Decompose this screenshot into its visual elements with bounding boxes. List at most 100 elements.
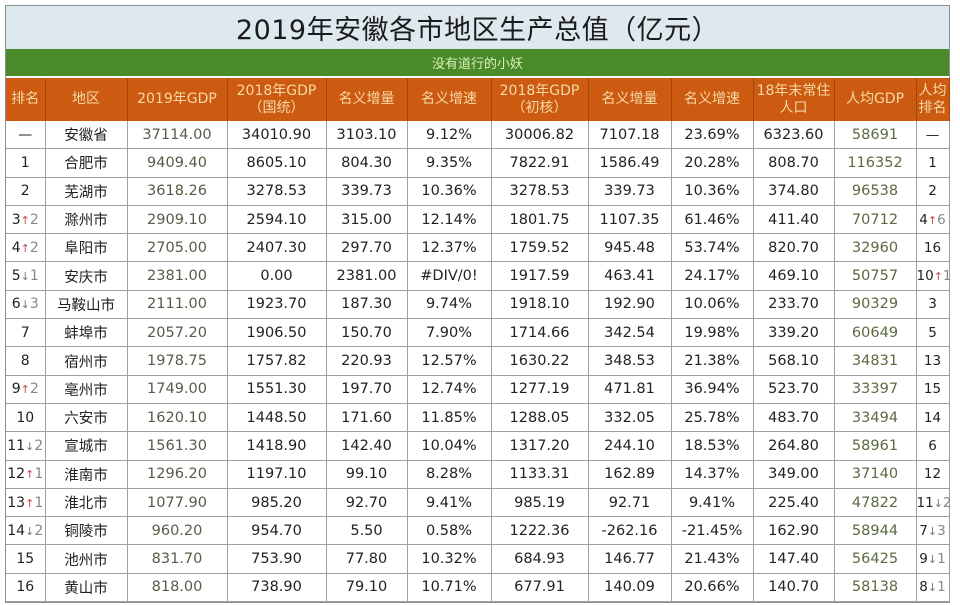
header-col-per-capita-gdp[interactable]: 人均GDP [834,78,917,121]
per-capita-rank-cell: 8↓1 [916,573,950,603]
header-col-gdp-2018-nbs[interactable]: 2018年GDP （国统） [227,78,327,121]
rank-cell: 1 [6,148,46,178]
region-cell: 合肥市 [45,148,128,178]
table-row[interactable]: 13↑1 淮北市 1077.90 985.20 92.70 9.41% 985.19 92.7… [6,488,952,518]
increase-1-cell: 77.80 [326,544,408,574]
region-cell: 安庆市 [45,261,128,291]
growth-1-cell: 12.37% [407,233,492,263]
table-row[interactable]: 9↑2 亳州市 1749.00 1551.30 197.70 12.74% 1277.19 4… [6,375,950,404]
increase-2-cell: 1107.35 [588,205,672,235]
rank-value: 13 [923,353,942,370]
header-col-population[interactable]: 18年末常住 人口 [753,78,835,121]
region-cell: 黄山市 [45,573,128,603]
header-col-increase-2[interactable]: 名义增量 [588,78,672,121]
per-capita-rank-cell: 16 [916,233,950,263]
header-col-rank[interactable]: 排名 [6,78,46,121]
table-row[interactable]: 10 六安市 1620.10 1448.50 171.60 11.85% 1288.05 33… [6,403,950,433]
growth-2-cell: 24.17% [671,261,754,291]
per-capita-rank-cell: 10↑1 [916,261,952,291]
rank-change: 2 [29,381,39,398]
population-cell: 483.70 [753,403,835,433]
header-col-growth-2[interactable]: 名义增速 [671,78,754,121]
rank-change: 1 [937,551,946,568]
header-col-increase-1[interactable]: 名义增量 [326,78,408,121]
increase-2-cell: -262.16 [588,516,672,546]
population-cell: 225.40 [753,488,835,518]
region-cell: 蚌埠市 [45,318,128,348]
gdp-2019-cell: 1620.10 [127,403,228,433]
table-row[interactable]: 12↑1 淮南市 1296.20 1197.10 99.10 8.28% 1133.31 16… [6,460,950,489]
header-col-gdp-2019[interactable]: 2019年GDP [127,78,228,121]
gdp-2018-nbs-cell: 1551.30 [227,375,327,404]
gdp-2018-nbs-cell: 1923.70 [227,290,327,320]
rank-value: 4 [11,239,21,256]
rank-value: 8 [20,353,30,370]
table-row[interactable]: 4↑2 阜阳市 2705.00 2407.30 297.70 12.37% 1759.52 9… [6,233,950,263]
region-cell: 滁州市 [45,205,128,235]
gdp-2018-prelim-cell: 30006.82 [491,121,589,150]
table-row[interactable]: 1 合肥市 9409.40 8605.10 804.30 9.35% 7822.91 1586… [6,148,950,178]
growth-2-cell: 9.41% [671,488,754,518]
table-row[interactable]: 7 蚌埠市 2057.20 1906.50 150.70 7.90% 1714.66 342.… [6,318,950,348]
table-row[interactable]: 16 黄山市 818.00 738.90 79.10 10.71% 677.91 140.09… [6,573,950,603]
table-row[interactable]: 11↓2 宣城市 1561.30 1418.90 142.40 10.04% 1317.20… [6,431,950,461]
header-label: 18年末常住 [756,82,831,99]
rank-value: 1 [20,154,30,171]
gdp-2018-nbs-cell: 1197.10 [227,460,327,489]
rank-cell: — [6,121,46,150]
increase-2-cell: 7107.18 [588,121,672,150]
gdp-2018-nbs-cell: 2594.10 [227,205,327,235]
table-row[interactable]: 8 宿州市 1978.75 1757.82 220.93 12.57% 1630.22 348… [6,346,950,376]
increase-1-cell: 142.40 [326,431,408,461]
arrow-down-icon: ↓ [20,298,30,312]
increase-1-cell: 297.70 [326,233,408,263]
rank-value: 12 [923,466,942,483]
table-row[interactable]: 15 池州市 831.70 753.90 77.80 10.32% 684.93 146.77… [6,544,950,574]
growth-1-cell: #DIV/0! [407,261,492,291]
gdp-2018-prelim-cell: 1133.31 [491,460,589,489]
arrow-down-icon: ↓ [927,553,938,567]
per-capita-rank-cell: 4↑6 [916,205,950,235]
gdp-2019-cell: 2909.10 [127,205,228,235]
gdp-2019-cell: 1749.00 [127,375,228,404]
header-col-growth-1[interactable]: 名义增速 [407,78,492,121]
gdp-2018-prelim-cell: 1277.19 [491,375,589,404]
header-sublabel: （初核） [511,99,568,116]
population-cell: 6323.60 [753,121,835,150]
header-sublabel: （国统） [248,99,305,116]
population-cell: 820.70 [753,233,835,263]
table-row[interactable]: 5↓1 安庆市 2381.00 0.00 2381.00 #DIV/0! 1917.59 46… [6,261,952,291]
gdp-2018-prelim-cell: 3278.53 [491,177,589,206]
gdp-2019-cell: 9409.40 [127,148,228,178]
table-row[interactable]: — 安徽省 37114.00 34010.90 3103.10 9.12% 30006.82… [6,121,950,150]
gdp-2018-nbs-cell: 738.90 [227,573,327,603]
table-row[interactable]: 14↓2 铜陵市 960.20 954.70 5.50 0.58% 1222.36 -262.… [6,516,950,546]
header-col-region[interactable]: 地区 [45,78,128,121]
header-col-per-capita-rank[interactable]: 人均 排名 [916,78,950,121]
gdp-2019-cell: 2057.20 [127,318,228,348]
per-capita-gdp-cell: 60649 [834,318,917,348]
per-capita-gdp-cell: 32960 [834,233,917,263]
gdp-2018-prelim-cell: 985.19 [491,488,589,518]
table-row[interactable]: 3↑2 滁州市 2909.10 2594.10 315.00 12.14% 1801.75 1… [6,205,950,235]
growth-2-cell: 19.98% [671,318,754,348]
gdp-2018-nbs-cell: 0.00 [227,261,327,291]
region-cell: 淮北市 [45,488,128,518]
rank-cell: 15 [6,544,46,574]
region-cell: 六安市 [45,403,128,433]
gdp-2018-prelim-cell: 1288.05 [491,403,589,433]
table-row[interactable]: 6↓3 马鞍山市 2111.00 1923.70 187.30 9.74% 1918.10 1… [6,290,950,320]
arrow-down-icon: ↓ [933,496,943,510]
rank-change: 1 [34,466,44,483]
table-row[interactable]: 2 芜湖市 3618.26 3278.53 339.73 10.36% 3278.53 339… [6,177,950,206]
increase-2-cell: 192.90 [588,290,672,320]
header-label: 排名 [11,91,40,107]
header-label: 人均GDP [845,91,905,107]
gdp-2019-cell: 1561.30 [127,431,228,461]
increase-2-cell: 92.71 [588,488,672,518]
gdp-2018-prelim-cell: 1630.22 [491,346,589,376]
rank-cell: 16 [6,573,46,603]
gdp-2019-cell: 831.70 [127,544,228,574]
header-col-gdp-2018-prelim[interactable]: 2018年GDP （初核） [491,78,589,121]
per-capita-gdp-cell: 47822 [834,488,917,518]
